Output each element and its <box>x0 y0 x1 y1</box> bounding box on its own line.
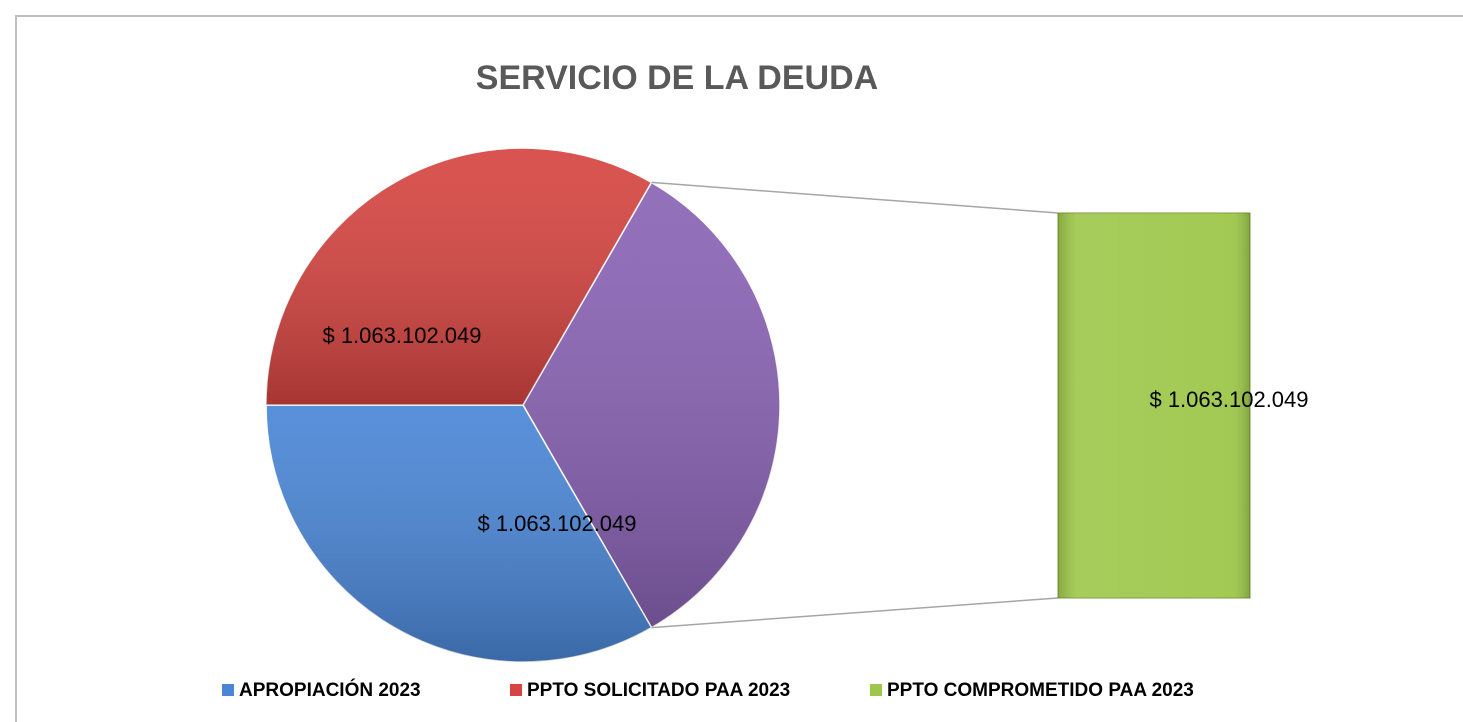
data-label: $ 1.063.102.049 <box>322 323 481 348</box>
legend-swatch <box>510 684 522 696</box>
connector-line <box>651 181 1059 214</box>
legend-swatch <box>870 684 882 696</box>
legend-label: PPTO SOLICITADO PAA 2023 <box>527 680 790 701</box>
chart-title: SERVICIO DE LA DEUDA <box>476 59 878 97</box>
connector-line <box>651 597 1059 629</box>
legend-swatch <box>222 684 234 696</box>
legend-label: PPTO COMPROMETIDO PAA 2023 <box>887 680 1194 701</box>
data-label: $ 1.063.102.049 <box>477 511 636 536</box>
data-label: $ 1.063.102.049 <box>1149 387 1308 412</box>
chart-frame <box>15 15 1463 722</box>
legend-label: APROPIACIÓN 2023 <box>239 679 421 701</box>
